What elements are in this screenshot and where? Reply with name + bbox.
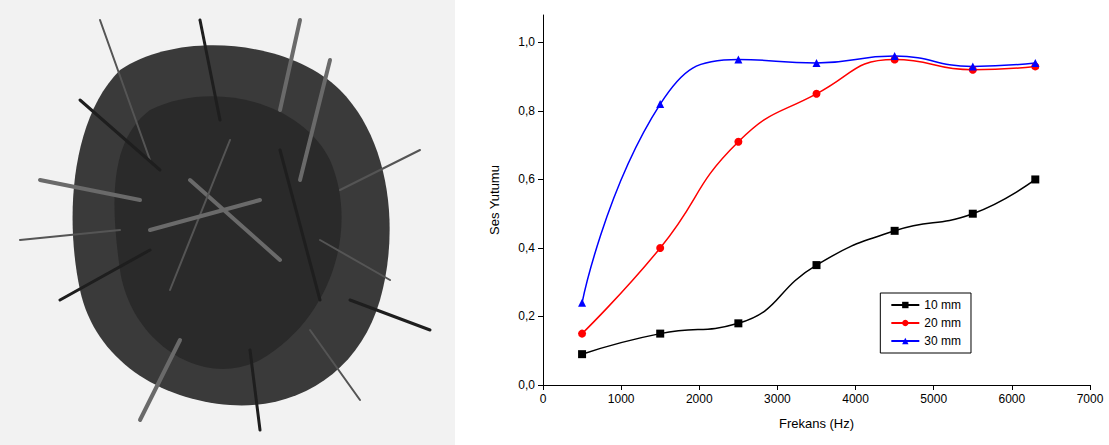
svg-text:3000: 3000 xyxy=(764,392,791,406)
svg-text:5000: 5000 xyxy=(920,392,947,406)
svg-text:Frekans (Hz): Frekans (Hz) xyxy=(779,416,854,431)
svg-text:6000: 6000 xyxy=(999,392,1026,406)
svg-text:0,2: 0,2 xyxy=(518,309,535,323)
svg-text:0,4: 0,4 xyxy=(518,241,535,255)
svg-text:1,0: 1,0 xyxy=(518,35,535,49)
svg-text:4000: 4000 xyxy=(842,392,869,406)
svg-text:1000: 1000 xyxy=(608,392,635,406)
svg-text:0: 0 xyxy=(540,392,547,406)
svg-text:7000: 7000 xyxy=(1077,392,1104,406)
svg-text:30 mm: 30 mm xyxy=(924,334,961,348)
svg-text:20 mm: 20 mm xyxy=(924,316,961,330)
svg-text:0,6: 0,6 xyxy=(518,172,535,186)
svg-text:0,8: 0,8 xyxy=(518,104,535,118)
svg-text:2000: 2000 xyxy=(686,392,713,406)
svg-text:10 mm: 10 mm xyxy=(924,298,961,312)
svg-text:0,0: 0,0 xyxy=(518,378,535,392)
svg-text:Ses Yutumu: Ses Yutumu xyxy=(487,165,502,235)
